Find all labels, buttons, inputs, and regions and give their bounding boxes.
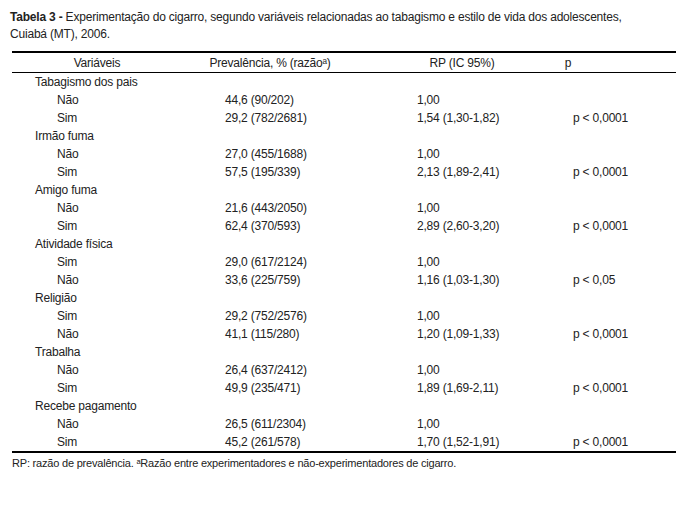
rp-cell: 1,00 [417,255,573,269]
table-row: Não 33,6 (225/759) 1,16 (1,03-1,30) p < … [12,271,676,289]
variable-cell: Sim [12,165,225,179]
prevalence-cell: 41,1 (115/280) [225,327,417,341]
table-caption: Tabela 3 - Experimentação do cigarro, se… [10,9,680,43]
p-cell: p < 0,0001 [573,219,676,233]
table-row: Sim 57,5 (195/339) 2,13 (1,89-2,41) p < … [12,163,676,181]
prevalence-cell: 62,4 (370/593) [225,219,417,233]
table-row-group: Atividade física [12,235,676,253]
table-row: Não 21,6 (443/2050) 1,00 [12,199,676,217]
rp-cell: 1,20 (1,09-1,33) [417,327,573,341]
table-row: Sim 49,9 (235/471) 1,89 (1,69-2,11) p < … [12,379,676,397]
table-row: Sim 29,2 (782/2681) 1,54 (1,30-1,82) p <… [12,109,676,127]
rp-cell: 1,00 [417,309,573,323]
rp-cell: 2,13 (1,89-2,41) [417,165,573,179]
header-variables: Variáveis [74,56,121,70]
document-page: Tabela 3 - Experimentação do cigarro, se… [0,0,686,505]
variable-cell: Religião [12,291,225,305]
rp-cell: 1,54 (1,30-1,82) [417,111,573,125]
table-row-group: Irmão fuma [12,127,676,145]
variable-cell: Sim [12,111,225,125]
prevalence-cell: 29,2 (782/2681) [225,111,417,125]
p-cell: p < 0,0001 [573,165,676,179]
rp-cell: 1,00 [417,363,573,377]
rp-cell: 1,89 (1,69-2,11) [417,381,573,395]
table-header-row: Variáveis Prevalência, % (razãoᵃ) RP (IC… [12,51,676,73]
p-cell: p < 0,0001 [573,327,676,341]
variable-cell: Irmão fuma [12,129,225,143]
rp-cell: 1,70 (1,52-1,91) [417,435,573,449]
variable-cell: Não [12,327,225,341]
table-row: Não 44,6 (90/202) 1,00 [12,91,676,109]
prevalence-cell: 29,2 (752/2576) [225,309,417,323]
variable-cell: Tabagismo dos pais [12,75,225,89]
variable-cell: Não [12,417,225,431]
variable-cell: Sim [12,435,225,449]
header-rp: RP (IC 95%) [430,56,495,70]
table-caption-line2: Cuiabá (MT), 2006. [10,26,680,43]
table-row: Sim 29,0 (617/2124) 1,00 [12,253,676,271]
table-row: Sim 29,2 (752/2576) 1,00 [12,307,676,325]
variable-cell: Trabalha [12,345,225,359]
table-row: Não 26,4 (637/2412) 1,00 [12,361,676,379]
data-table: Variáveis Prevalência, % (razãoᵃ) RP (IC… [12,51,676,469]
header-prevalence: Prevalência, % (razãoᵃ) [209,56,330,70]
table-row: Não 41,1 (115/280) 1,20 (1,09-1,33) p < … [12,325,676,343]
variable-cell: Sim [12,255,225,269]
prevalence-cell: 26,5 (611/2304) [225,417,417,431]
variable-cell: Sim [12,219,225,233]
prevalence-cell: 33,6 (225/759) [225,273,417,287]
table-row-group: Religião [12,289,676,307]
variable-cell: Não [12,363,225,377]
table-row: Sim 45,2 (261/578) 1,70 (1,52-1,91) p < … [12,433,676,451]
prevalence-cell: 26,4 (637/2412) [225,363,417,377]
table-row-group: Recebe pagamento [12,397,676,415]
table-footnote: RP: razão de prevalência. ᵃRazão entre e… [12,453,676,469]
table-caption-label: Tabela 3 - [10,10,62,24]
rp-cell: 1,00 [417,417,573,431]
p-cell: p < 0,0001 [573,111,676,125]
variable-cell: Não [12,147,225,161]
p-cell: p < 0,05 [573,273,676,287]
table-row: Não 27,0 (455/1688) 1,00 [12,145,676,163]
rp-cell: 1,00 [417,147,573,161]
prevalence-cell: 44,6 (90/202) [225,93,417,107]
variable-cell: Atividade física [12,237,225,251]
table-caption-line1: Tabela 3 - Experimentação do cigarro, se… [10,9,680,26]
variable-cell: Não [12,273,225,287]
variable-cell: Não [12,201,225,215]
rp-cell: 1,00 [417,201,573,215]
variable-cell: Não [12,93,225,107]
prevalence-cell: 45,2 (261/578) [225,435,417,449]
header-p: p [565,56,571,70]
table-row: Sim 62,4 (370/593) 2,89 (2,60-3,20) p < … [12,217,676,235]
rp-cell: 1,16 (1,03-1,30) [417,273,573,287]
variable-cell: Sim [12,309,225,323]
table-row-group: Tabagismo dos pais [12,73,676,91]
table-row-group: Amigo fuma [12,181,676,199]
prevalence-cell: 49,9 (235/471) [225,381,417,395]
rp-cell: 1,00 [417,93,573,107]
variable-cell: Recebe pagamento [12,399,225,413]
prevalence-cell: 27,0 (455/1688) [225,147,417,161]
table-caption-text: Experimentação do cigarro, segundo variá… [66,10,622,24]
table-row-group: Trabalha [12,343,676,361]
p-cell: p < 0,0001 [573,381,676,395]
prevalence-cell: 57,5 (195/339) [225,165,417,179]
prevalence-cell: 29,0 (617/2124) [225,255,417,269]
variable-cell: Amigo fuma [12,183,225,197]
prevalence-cell: 21,6 (443/2050) [225,201,417,215]
p-cell: p < 0,0001 [573,435,676,449]
table-row: Não 26,5 (611/2304) 1,00 [12,415,676,433]
table-body: Tabagismo dos pais Não 44,6 (90/202) 1,0… [12,73,676,453]
variable-cell: Sim [12,381,225,395]
rp-cell: 2,89 (2,60-3,20) [417,219,573,233]
